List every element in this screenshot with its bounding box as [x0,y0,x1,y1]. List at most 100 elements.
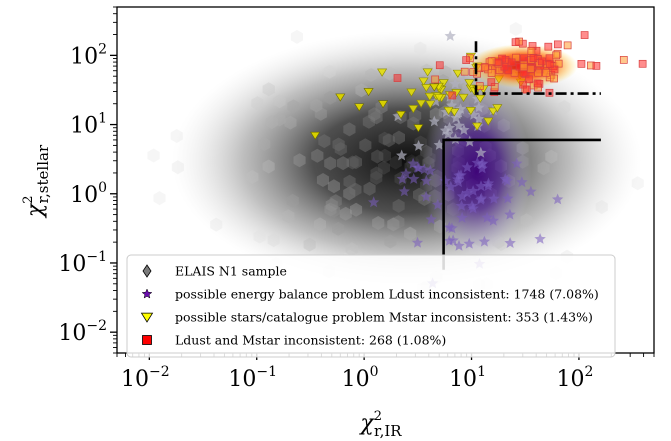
ldust-star-marker [455,200,468,211]
density-hex [339,206,352,221]
mstar-triangle-marker [416,99,427,108]
diamond-marker-icon [142,264,152,278]
both-square-marker [577,60,586,68]
density-hex [370,166,383,181]
density-hex [537,161,550,176]
ldust-star-marker [420,190,432,202]
both-square-marker [511,38,520,47]
density-hex [337,156,350,171]
density-hex [392,198,405,213]
density-hex [371,149,384,164]
both-square-marker [522,85,531,94]
ldust-star-marker [482,177,495,189]
legend: ELAIS N1 sample possible energy balance p… [126,254,616,358]
both-square-marker [619,56,628,64]
mstar-triangle-marker [472,122,483,131]
density-hex [545,149,558,164]
mstar-triangle-marker [413,124,424,133]
both-square-marker [487,57,496,65]
density-hex [310,98,323,113]
ldust-star-marker [502,192,514,204]
ldust-star-marker [413,162,425,173]
ldust-star-marker [392,110,404,122]
both-square-marker [431,75,440,84]
ldust-star-marker [455,169,467,181]
density-hex [286,193,299,208]
density-hex [293,153,306,168]
both-square-marker [550,74,558,83]
ldust-star-marker [368,196,380,208]
density-hex [316,173,329,187]
ldust-star-marker [453,119,465,131]
density-hex [171,160,184,175]
density-hex [147,148,160,163]
ldust-star-marker [433,139,445,150]
mstar-triangle-marker [424,92,435,101]
ldust-star-marker [551,193,564,205]
plot-area [147,22,647,296]
mstar-triangle-marker [425,100,436,109]
mstar-triangle-marker [377,68,388,77]
ldust-star-marker [408,173,420,184]
density-hex [372,216,385,230]
ldust-star-marker [476,162,488,174]
mstar-triangle-marker [335,93,346,102]
both-square-marker [529,54,538,62]
ldust-star-marker [432,198,444,210]
legend-label: ELAIS N1 sample [175,264,287,279]
density-hex [558,100,571,115]
density-hex [365,68,378,82]
density-hex [595,200,608,214]
density-hex [314,106,327,121]
threshold-line-ldust [442,138,601,270]
both-square-marker [552,51,561,60]
density-hex [210,217,223,232]
both-square-marker [393,74,402,82]
ldust-star-marker [424,164,436,176]
ldust-star-marker [461,161,473,173]
mstar-triangle-marker [458,93,469,102]
both-square-marker [544,42,553,51]
ldust-star-marker [420,174,432,186]
ldust-star-marker [511,157,523,169]
density-hex [324,90,337,105]
x-axis-title: χ2 r,IR [358,409,402,440]
ldust-star-marker [456,211,468,223]
both-square-marker [527,47,536,55]
mstar-triangle-marker [429,83,440,92]
ldust-star-marker [475,146,487,158]
ldust-star-marker [446,99,458,111]
density-hex [383,66,396,81]
ldust-star-marker [504,208,516,220]
threshold-line-mstar [474,41,601,95]
y-tick-label: 102 [70,41,107,69]
ldust-star-marker [525,185,537,197]
both-square-marker [462,56,471,64]
mstar-triangle-marker [464,79,475,88]
both-square-marker [550,65,559,74]
both-square-marker [592,62,601,70]
density-hex [384,234,397,249]
mstar-triangle-marker [422,68,433,77]
mstar-triangle-marker [443,106,454,115]
both-square-marker [554,59,563,68]
density-hex [346,155,359,170]
density-hex [631,176,644,191]
ldust-star-marker [475,180,487,192]
y-axis-title: χ2r,stellar [21,144,52,219]
both-square-marker [553,40,562,49]
density-hex [327,179,340,194]
both-square-marker [537,57,546,66]
ldust-star-marker [464,135,476,147]
both-square-marker [460,67,469,76]
density-hex [284,115,297,130]
density-hex [323,64,336,79]
density-hex [404,226,417,241]
mstar-triangle-marker [452,69,463,78]
both-square-marker [448,91,457,100]
both-square-marker [487,78,496,87]
ldust-star-marker [439,174,451,186]
mstar-triangle-marker [354,103,365,112]
ldust-star-marker [411,236,424,248]
